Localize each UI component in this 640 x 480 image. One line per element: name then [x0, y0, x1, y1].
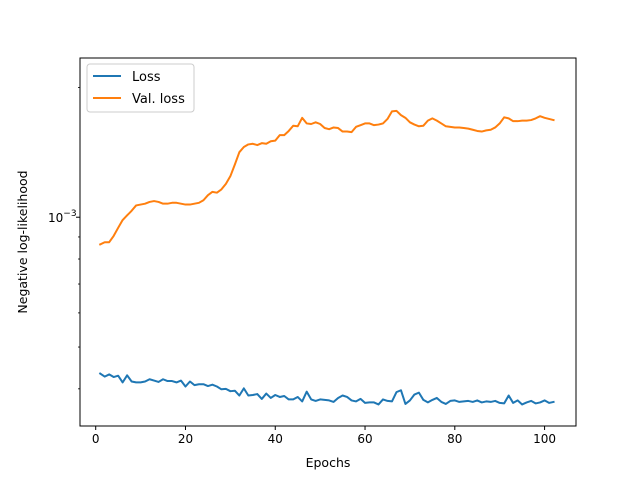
x-tick-label: 100 — [533, 432, 556, 446]
x-tick-label: 60 — [357, 432, 372, 446]
legend: Loss Val. loss — [86, 63, 195, 113]
x-axis: 0 20 40 60 80 100 — [92, 426, 556, 446]
axes-frame — [79, 57, 577, 427]
x-tick-label: 0 — [92, 432, 100, 446]
x-tick-label: 20 — [178, 432, 193, 446]
x-tick-label: 80 — [447, 432, 462, 446]
plot-area — [79, 57, 577, 427]
y-axis-label: Negative log-likelihood — [15, 170, 30, 313]
x-tick-label: 40 — [268, 432, 283, 446]
legend-label-loss: Loss — [132, 70, 161, 85]
series-layer — [98, 109, 555, 406]
series-line-val-loss — [98, 109, 555, 246]
x-axis-label: Epochs — [306, 455, 351, 470]
legend-label-val-loss: Val. loss — [132, 92, 185, 107]
series-line-loss — [98, 372, 555, 406]
